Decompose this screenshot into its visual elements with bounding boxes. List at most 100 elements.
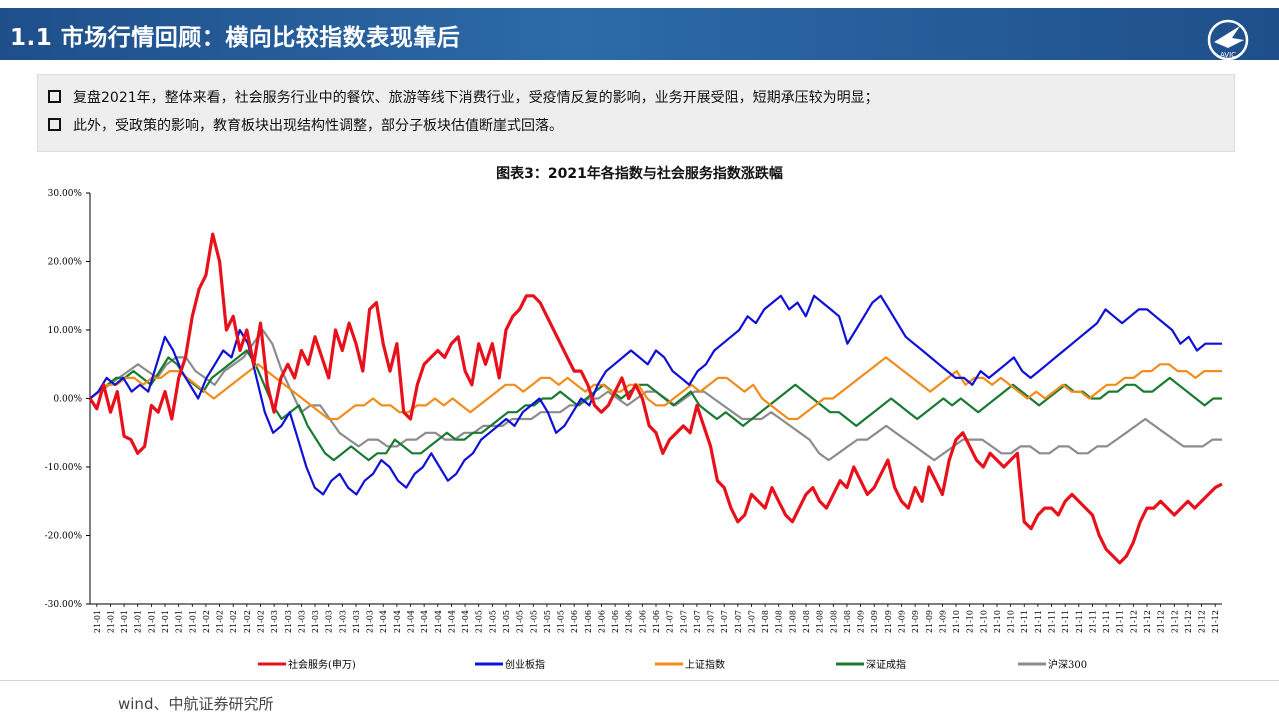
- bullet-text: 此外，受政策的影响，教育板块出现结构性调整，部分子板块估值断崖式回落。: [73, 118, 563, 134]
- x-tick-label: 21-11: [1020, 610, 1029, 633]
- x-tick-label: 21-04: [447, 610, 456, 633]
- bullet-square-icon: [48, 117, 61, 131]
- x-tick-label: 21-03: [338, 610, 347, 633]
- x-tick-label: 21-06: [584, 610, 593, 633]
- x-tick-label: 21-09: [925, 610, 934, 633]
- x-tick-label: 21-10: [979, 610, 988, 633]
- x-tick-label: 21-04: [434, 610, 443, 633]
- x-tick-label: 21-05: [557, 610, 566, 633]
- series-line-2: [89, 356, 1222, 421]
- x-tick-label: 21-11: [1116, 610, 1125, 633]
- legend-label: 深证成指: [866, 658, 906, 671]
- x-tick-label: 21-02: [243, 610, 252, 633]
- x-tick-label: 21-09: [938, 610, 947, 633]
- summary-box: 复盘2021年，整体来看，社会服务行业中的餐饮、旅游等线下消费行业，受疫情反复的…: [37, 74, 1235, 152]
- x-tick-label: 21-03: [297, 610, 306, 633]
- y-tick-label: 10.00%: [48, 326, 83, 336]
- footer-divider: [0, 680, 1279, 681]
- x-tick-label: 21-08: [843, 610, 852, 633]
- x-tick-label: 21-08: [816, 610, 825, 633]
- x-tick-label: 21-06: [638, 610, 647, 633]
- x-tick-label: 21-10: [1007, 610, 1016, 633]
- x-tick-label: 21-04: [407, 610, 416, 633]
- legend-label: 创业板指: [505, 658, 545, 671]
- x-tick-label: 21-11: [1048, 610, 1057, 633]
- x-tick-label: 21-10: [952, 610, 961, 633]
- x-tick-label: 21-02: [229, 610, 238, 633]
- x-tick-label: 21-01: [188, 610, 197, 633]
- x-tick-label: 21-06: [597, 610, 606, 633]
- y-tick-label: 20.00%: [48, 258, 83, 268]
- series-line-3: [89, 349, 1222, 462]
- x-tick-label: 21-09: [897, 610, 906, 633]
- x-tick-label: 21-02: [216, 610, 225, 633]
- logo-text: AVIC: [1220, 51, 1236, 59]
- legend-label: 社会服务(申万): [288, 658, 356, 671]
- x-tick-label: 21-09: [857, 610, 866, 633]
- legend-label: 上证指数: [685, 658, 725, 671]
- x-tick-label: 21-09: [870, 610, 879, 633]
- x-tick-label: 21-09: [884, 610, 893, 633]
- x-tick-label: 21-04: [461, 610, 470, 633]
- x-tick-label: 21-07: [666, 610, 675, 633]
- x-tick-label: 21-08: [829, 610, 838, 633]
- x-tick-label: 21-05: [543, 610, 552, 633]
- series-line-1: [89, 294, 1222, 496]
- x-tick-label: 21-01: [175, 610, 184, 633]
- x-tick-label: 21-08: [802, 610, 811, 633]
- header-bar: 1.1 市场行情回顾：横向比较指数表现靠后 AVIC: [0, 8, 1279, 61]
- x-tick-label: 21-07: [734, 610, 743, 633]
- y-tick-label: -20.00%: [45, 532, 83, 542]
- x-tick-label: 21-11: [1088, 610, 1097, 633]
- x-tick-label: 21-12: [1143, 610, 1152, 633]
- x-tick-label: 21-03: [366, 610, 375, 633]
- x-tick-label: 21-11: [1061, 610, 1070, 633]
- x-tick-label: 21-11: [1102, 610, 1111, 633]
- legend-label: 沪深300: [1048, 658, 1087, 671]
- x-tick-label: 21-01: [120, 610, 129, 633]
- x-tick-label: 21-08: [775, 610, 784, 633]
- y-tick-label: 0.00%: [53, 395, 82, 405]
- y-tick-label: -10.00%: [45, 463, 83, 473]
- x-tick-label: 21-12: [1211, 610, 1220, 633]
- x-tick-label: 21-11: [1034, 610, 1043, 633]
- x-tick-label: 21-05: [502, 610, 511, 633]
- x-tick-label: 21-05: [488, 610, 497, 633]
- x-tick-label: 21-03: [270, 610, 279, 633]
- x-tick-label: 21-01: [106, 610, 115, 633]
- x-tick-label: 21-05: [475, 610, 484, 633]
- x-tick-label: 21-05: [516, 610, 525, 633]
- x-tick-label: 21-03: [352, 610, 361, 633]
- x-tick-label: 21-01: [93, 610, 102, 633]
- x-tick-label: 21-04: [393, 610, 402, 633]
- x-tick-label: 21-12: [1157, 610, 1166, 633]
- y-tick-label: 30.00%: [48, 189, 83, 199]
- x-tick-label: 21-02: [256, 610, 265, 633]
- series-line-0: [88, 232, 1223, 565]
- x-tick-label: 21-05: [529, 610, 538, 633]
- x-tick-label: 21-10: [993, 610, 1002, 633]
- page-title: 1.1 市场行情回顾：横向比较指数表现靠后: [10, 25, 461, 51]
- x-tick-label: 21-07: [720, 610, 729, 633]
- y-tick-label: -30.00%: [45, 600, 83, 610]
- x-tick-label: 21-08: [788, 610, 797, 633]
- bullet-item: 复盘2021年，整体来看，社会服务行业中的餐饮、旅游等线下消费行业，受疫情反复的…: [48, 87, 879, 107]
- chart-title: 图表3：2021年各指数与社会服务指数涨跌幅: [496, 166, 783, 182]
- x-tick-label: 21-09: [911, 610, 920, 633]
- company-logo-icon: AVIC: [1207, 19, 1249, 61]
- x-tick-label: 21-12: [1170, 610, 1179, 633]
- bullet-item: 此外，受政策的影响，教育板块出现结构性调整，部分子板块估值断崖式回落。: [48, 115, 563, 135]
- x-tick-label: 21-01: [147, 610, 156, 633]
- x-tick-label: 21-11: [1075, 610, 1084, 633]
- x-tick-label: 21-01: [134, 610, 143, 633]
- x-tick-label: 21-03: [284, 610, 293, 633]
- x-tick-label: 21-06: [625, 610, 634, 633]
- x-tick-label: 21-01: [161, 610, 170, 633]
- x-tick-label: 21-04: [420, 610, 429, 633]
- x-tick-label: 21-06: [611, 610, 620, 633]
- x-tick-label: 21-03: [325, 610, 334, 633]
- x-tick-label: 21-08: [761, 610, 770, 633]
- x-tick-label: 21-07: [707, 610, 716, 633]
- x-tick-label: 21-07: [679, 610, 688, 633]
- source-note: wind、中航证券研究所: [118, 695, 274, 713]
